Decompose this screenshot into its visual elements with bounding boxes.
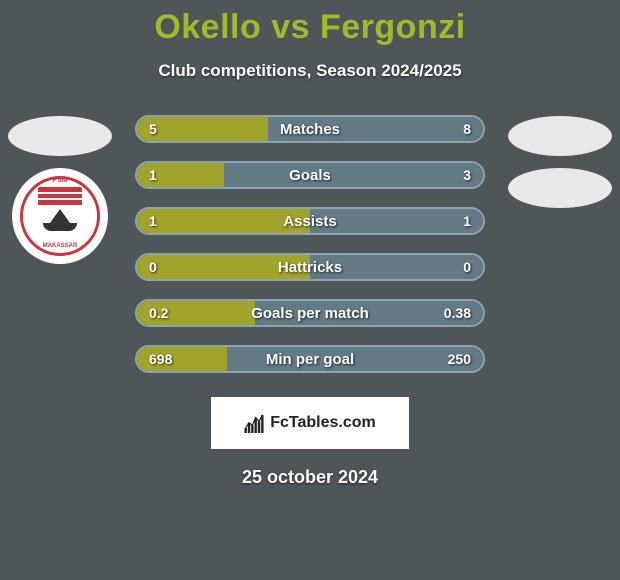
stat-value-left: 5: [149, 121, 157, 137]
stat-label: Goals per match: [251, 305, 369, 322]
stat-row: 698 250 Min per goal: [135, 345, 485, 373]
psm-makassar-badge: PSM MAKASSAR: [12, 168, 108, 264]
fctables-badge[interactable]: FcTables.com: [211, 397, 409, 449]
stat-label: Hattricks: [278, 259, 342, 276]
stat-label: Min per goal: [266, 351, 354, 368]
title-vs: vs: [271, 8, 310, 46]
stat-row: 0 0 Hattricks: [135, 253, 485, 281]
stat-label: Goals: [289, 167, 331, 184]
stat-label: Matches: [280, 121, 340, 138]
player-right-name: Fergonzi: [320, 8, 466, 46]
left-oval-badge: [8, 116, 112, 156]
subtitle: Club competitions, Season 2024/2025: [0, 61, 620, 81]
stat-value-right: 1: [463, 213, 471, 229]
date-line: 25 october 2024: [0, 467, 620, 488]
psm-boat-icon: [43, 209, 77, 231]
right-oval-badge-1: [508, 116, 612, 156]
stat-row: 1 1 Assists: [135, 207, 485, 235]
stat-value-left: 1: [149, 213, 157, 229]
stat-value-left: 0: [149, 259, 157, 275]
player-left-name: Okello: [154, 8, 261, 46]
stat-label: Assists: [283, 213, 336, 230]
stat-value-left: 1: [149, 167, 157, 183]
stat-value-right: 3: [463, 167, 471, 183]
stat-value-right: 8: [463, 121, 471, 137]
psm-badge-text-bottom: MAKASSAR: [43, 243, 78, 249]
stat-value-left: 698: [149, 351, 172, 367]
stat-row: 5 8 Matches: [135, 115, 485, 143]
psm-badge-text-top: PSM: [52, 177, 67, 184]
right-club-badges: [508, 116, 612, 208]
stat-value-right: 250: [448, 351, 471, 367]
stat-fill-right: [224, 163, 484, 187]
fctables-brand-text: FcTables.com: [270, 414, 376, 432]
stat-value-right: 0: [463, 259, 471, 275]
stat-row: 0.2 0.38 Goals per match: [135, 299, 485, 327]
stat-value-right: 0.38: [444, 305, 471, 321]
comparison-title: Okello vs Fergonzi: [0, 0, 620, 47]
psm-wall-icon: [38, 187, 82, 205]
left-club-badges: PSM MAKASSAR: [8, 116, 112, 264]
stat-row: 1 3 Goals: [135, 161, 485, 189]
fctables-chart-icon: [244, 413, 264, 433]
stat-value-left: 0.2: [149, 305, 168, 321]
right-oval-badge-2: [508, 168, 612, 208]
